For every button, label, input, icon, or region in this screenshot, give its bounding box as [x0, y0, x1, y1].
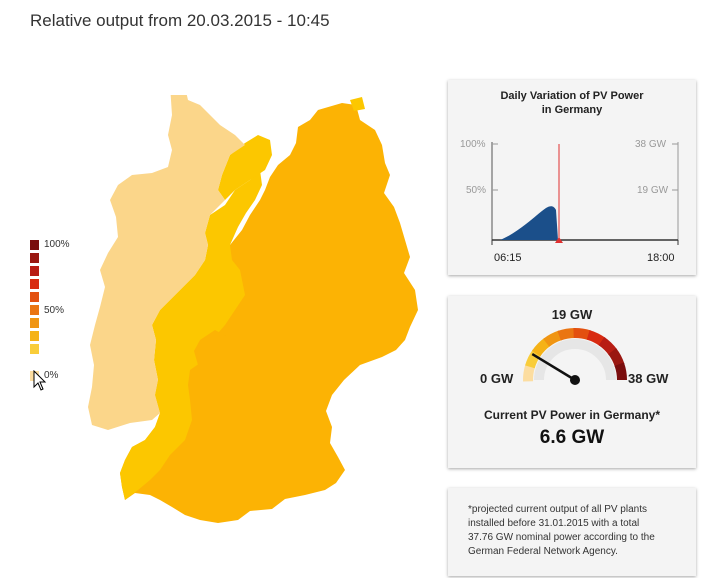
gauge-segment: [523, 363, 536, 382]
gauge-segment: [543, 330, 563, 347]
gauge-min-label: 0 GW: [480, 371, 514, 386]
gauge-mid-label: 19 GW: [551, 307, 593, 322]
footnote-text: *projected current output of all PV plan…: [468, 503, 683, 559]
gauge-segment: [573, 328, 592, 341]
gauge-segment: [598, 337, 618, 356]
map-region-central[interactable]: [120, 170, 262, 500]
daily-chart-title-line2: in Germany: [541, 104, 603, 116]
map-island: [350, 97, 365, 111]
legend-swatch: [30, 318, 39, 328]
footnote-line: German Federal Network Agency.: [468, 546, 618, 557]
gauge-segment: [557, 328, 575, 341]
footnote-line: installed before 31.01.2015 with a total: [468, 518, 640, 529]
legend-swatch: [30, 266, 39, 276]
gauge-segment: [532, 337, 551, 357]
map-region-east-south[interactable]: [120, 103, 418, 523]
current-time-marker-arrow: [555, 237, 563, 243]
footnote-line: 37.76 GW nominal power according to the: [468, 532, 655, 543]
legend-label-50: 50%: [44, 305, 65, 316]
gauge-hub: [570, 375, 580, 385]
page-title: Relative output from 20.03.2015 - 10:45: [30, 11, 330, 30]
gauge-needle: [531, 352, 576, 382]
pv-output-area: [500, 206, 558, 240]
tick-right-19: 19 GW: [637, 185, 669, 196]
map-region-north-west[interactable]: [88, 95, 245, 430]
mouse-cursor-icon: [33, 370, 47, 391]
legend-swatch: [30, 344, 39, 354]
daily-variation-panel: Daily Variation of PV Power in Germany 1…: [448, 80, 696, 275]
gauge-panel: 19 GW 0 GW 38 GW Current PV Power in Ger…: [448, 296, 696, 468]
legend-swatch: [30, 253, 39, 263]
gauge-inner-track: [534, 339, 616, 381]
daily-chart-title-line1: Daily Variation of PV Power: [500, 90, 644, 102]
legend-swatch: [30, 240, 39, 250]
tick-right-38: 38 GW: [635, 139, 667, 150]
map-region-northeast[interactable]: [218, 135, 272, 200]
legend-swatch: [30, 331, 39, 341]
tick-left-100: 100%: [460, 139, 486, 150]
legend-swatch: [30, 279, 39, 289]
legend-swatch: [30, 292, 39, 302]
map-region-pocket[interactable]: [194, 330, 232, 373]
current-power-value: 6.6 GW: [539, 427, 605, 448]
daily-chart-title: Daily Variation of PV Power in Germany: [448, 89, 696, 117]
x-start-label: 06:15: [494, 252, 522, 264]
germany-map[interactable]: [60, 95, 440, 540]
legend-label-0: 0%: [44, 370, 59, 381]
legend-label-100: 100%: [44, 239, 70, 250]
tick-left-50: 50%: [466, 185, 487, 196]
footnote-line: *projected current output of all PV plan…: [468, 504, 647, 515]
footnote-panel: *projected current output of all PV plan…: [448, 488, 696, 576]
daily-chart-plot: [491, 142, 679, 245]
power-gauge: [523, 328, 627, 385]
x-end-label: 18:00: [647, 252, 675, 264]
gauge-segment: [614, 362, 627, 380]
gauge-caption: Current PV Power in Germany*: [483, 408, 661, 422]
legend-swatch: [30, 305, 39, 315]
gauge-segment: [608, 348, 625, 368]
gauge-segment: [586, 330, 606, 347]
gauge-segment: [525, 349, 542, 369]
gauge-max-label: 38 GW: [628, 371, 669, 386]
